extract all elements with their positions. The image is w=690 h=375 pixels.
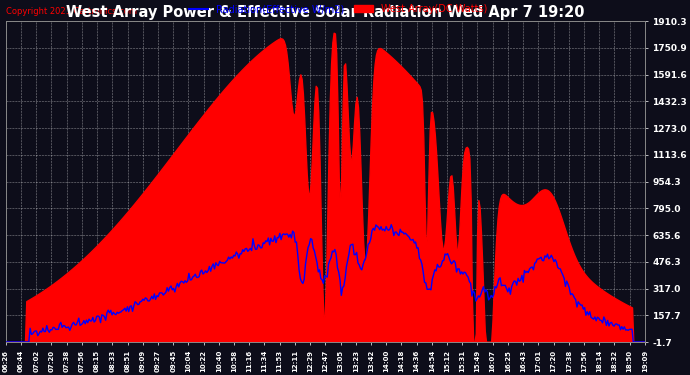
Text: Copyright 2021 Cartronics.com: Copyright 2021 Cartronics.com <box>6 7 137 16</box>
Legend: Radiation(Effective W/m2), West Array(DC Watts): Radiation(Effective W/m2), West Array(DC… <box>185 0 491 18</box>
Title: West Array Power & Effective Solar Radiation Wed Apr 7 19:20: West Array Power & Effective Solar Radia… <box>66 5 584 20</box>
